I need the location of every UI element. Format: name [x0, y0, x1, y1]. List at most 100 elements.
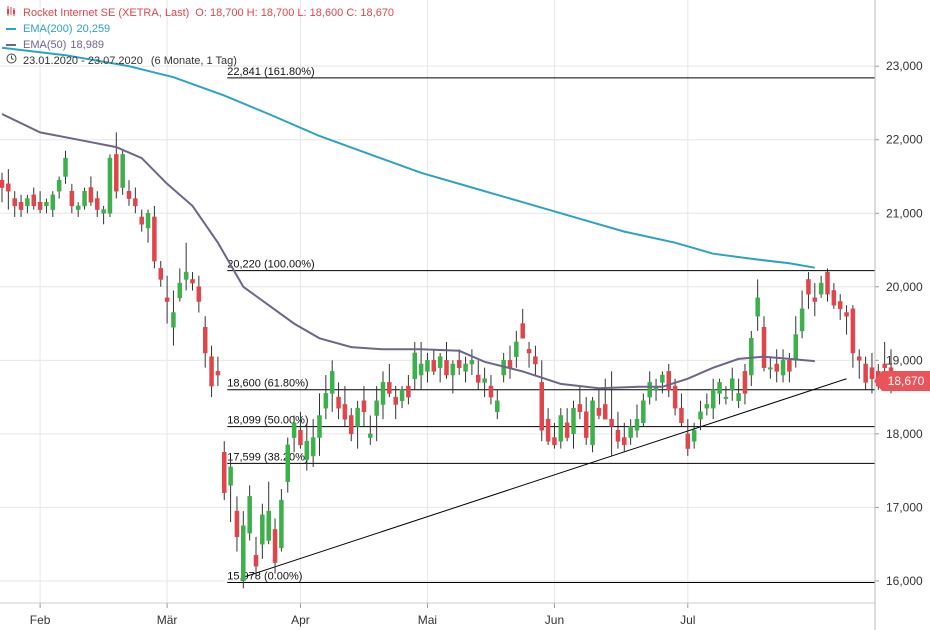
candle-body-down	[596, 407, 602, 416]
candle-body-up	[641, 400, 646, 424]
candle-body-down	[6, 183, 11, 192]
candle-body-up	[780, 360, 786, 376]
candle-body-up	[56, 179, 62, 192]
candle-body-up	[177, 282, 183, 299]
trendline	[243, 378, 847, 578]
candle-body-down	[806, 279, 811, 295]
y-tick-label: 22,000	[886, 133, 923, 147]
legend-ema50-label: EMA(50)	[23, 39, 67, 51]
candle-body-up	[755, 297, 760, 317]
candle-body-down	[552, 437, 557, 446]
candle-body-down	[190, 279, 195, 284]
candle-body-down	[850, 308, 856, 354]
candle-body-down	[209, 356, 214, 387]
fib-level-label: 17,599 (38.20%)	[227, 451, 308, 463]
candlestick-icon	[6, 5, 18, 21]
candle-body-down	[18, 201, 24, 210]
candle-body-down	[869, 367, 875, 379]
legend-ema200-row: EMA(200) 20,259	[6, 21, 394, 37]
candle-body-up	[736, 393, 741, 402]
candle-body-up	[279, 499, 284, 549]
candle-body-up	[571, 407, 576, 435]
candle-body-down	[761, 326, 767, 368]
candle-body-up	[368, 433, 373, 438]
candle-body-up	[768, 367, 773, 370]
legend-range-row: 23.01.2020 - 23.07.2020 (6 Monate, 1 Tag…	[6, 53, 394, 69]
legend-ohlc: O: 18,700 H: 18,700 L: 18,600 C: 18,670	[195, 7, 395, 19]
last-price-tag: 18,670	[874, 371, 930, 391]
x-tick-label: Jul	[680, 613, 695, 627]
candle-body-up	[228, 466, 233, 486]
candle-body-up	[323, 393, 329, 409]
candle-body-down	[787, 360, 792, 372]
candle-body-up	[482, 378, 487, 383]
candle-body-down	[69, 190, 75, 207]
candle-body-up	[704, 404, 710, 409]
candle-body-down	[272, 529, 278, 563]
candle-body-down	[196, 286, 202, 302]
fib-level-label: 18,099 (50.00%)	[227, 415, 308, 427]
candle-body-down	[387, 382, 392, 394]
x-tick-label: Jun	[545, 613, 564, 627]
candle-body-down	[456, 360, 462, 368]
candle-body-up	[463, 363, 468, 372]
candle-body-up	[710, 389, 716, 409]
candle-body-down	[95, 198, 100, 210]
candle-body-up	[50, 194, 56, 210]
candle-body-up	[25, 198, 30, 207]
candle-body-up	[437, 356, 443, 368]
candle-body-down	[666, 371, 671, 390]
candle-body-down	[298, 429, 303, 446]
candle-body-up	[310, 437, 316, 457]
legend-period: (6 Monate, 1 Tag)	[150, 55, 237, 67]
candle-body-down	[742, 371, 748, 394]
x-tick-label: Mär	[157, 613, 178, 627]
candle-body-up	[63, 157, 68, 177]
fib-level-label: 15,978 (0.00%)	[227, 571, 302, 583]
candle-body-down	[202, 326, 208, 354]
candle-body-up	[495, 400, 500, 413]
y-tick-label: 23,000	[886, 59, 923, 73]
candle-body-up	[44, 201, 49, 207]
candle-body-down	[679, 407, 684, 424]
candle-body-up	[304, 440, 310, 460]
candle-body-down	[126, 190, 132, 199]
grid	[0, 0, 875, 603]
candle-body-down	[844, 312, 849, 317]
y-tick-label: 21,000	[886, 206, 923, 220]
candle-body-down	[526, 349, 532, 354]
candle-body-up	[399, 389, 405, 402]
candle-body-up	[818, 282, 824, 295]
candle-body-up	[75, 205, 81, 210]
fib-level-label: 18,600 (61.80%)	[227, 378, 308, 390]
candle-body-down	[139, 216, 144, 225]
candle-body-up	[749, 338, 754, 376]
legend-ema50-value: 18,989	[70, 39, 105, 51]
candle-body-up	[355, 407, 360, 427]
ema50-line	[1, 113, 815, 390]
ema-lines	[1, 46, 815, 390]
candle-body-down	[133, 198, 138, 207]
candle-body-down	[342, 404, 348, 420]
candle-body-down	[685, 433, 691, 449]
candle-body-up	[120, 154, 125, 188]
candle-body-down	[774, 363, 779, 372]
candle-body-down	[336, 396, 341, 409]
candle-body-down	[545, 418, 551, 442]
candle-body-down	[152, 216, 157, 262]
candle-body-up	[660, 374, 665, 383]
candle-body-up	[418, 363, 424, 376]
x-tick-label: Mai	[418, 613, 437, 627]
y-axis: 16,000 17,000 18,000 19,000 20,000 21,000 22,0…	[874, 0, 923, 630]
candle-body-down	[158, 268, 163, 280]
fib-level-label: 22,841 (161.80%)	[227, 66, 314, 78]
legend-ema50-row: EMA(50) 18,989	[6, 37, 394, 53]
candle-body-up	[514, 341, 519, 357]
candle-body-down	[444, 360, 449, 376]
candle-body-down	[825, 271, 830, 295]
candle-body-down	[603, 404, 608, 420]
candle-body-down	[349, 415, 354, 435]
candle-body-up	[691, 429, 697, 442]
candle-body-up	[634, 418, 640, 431]
